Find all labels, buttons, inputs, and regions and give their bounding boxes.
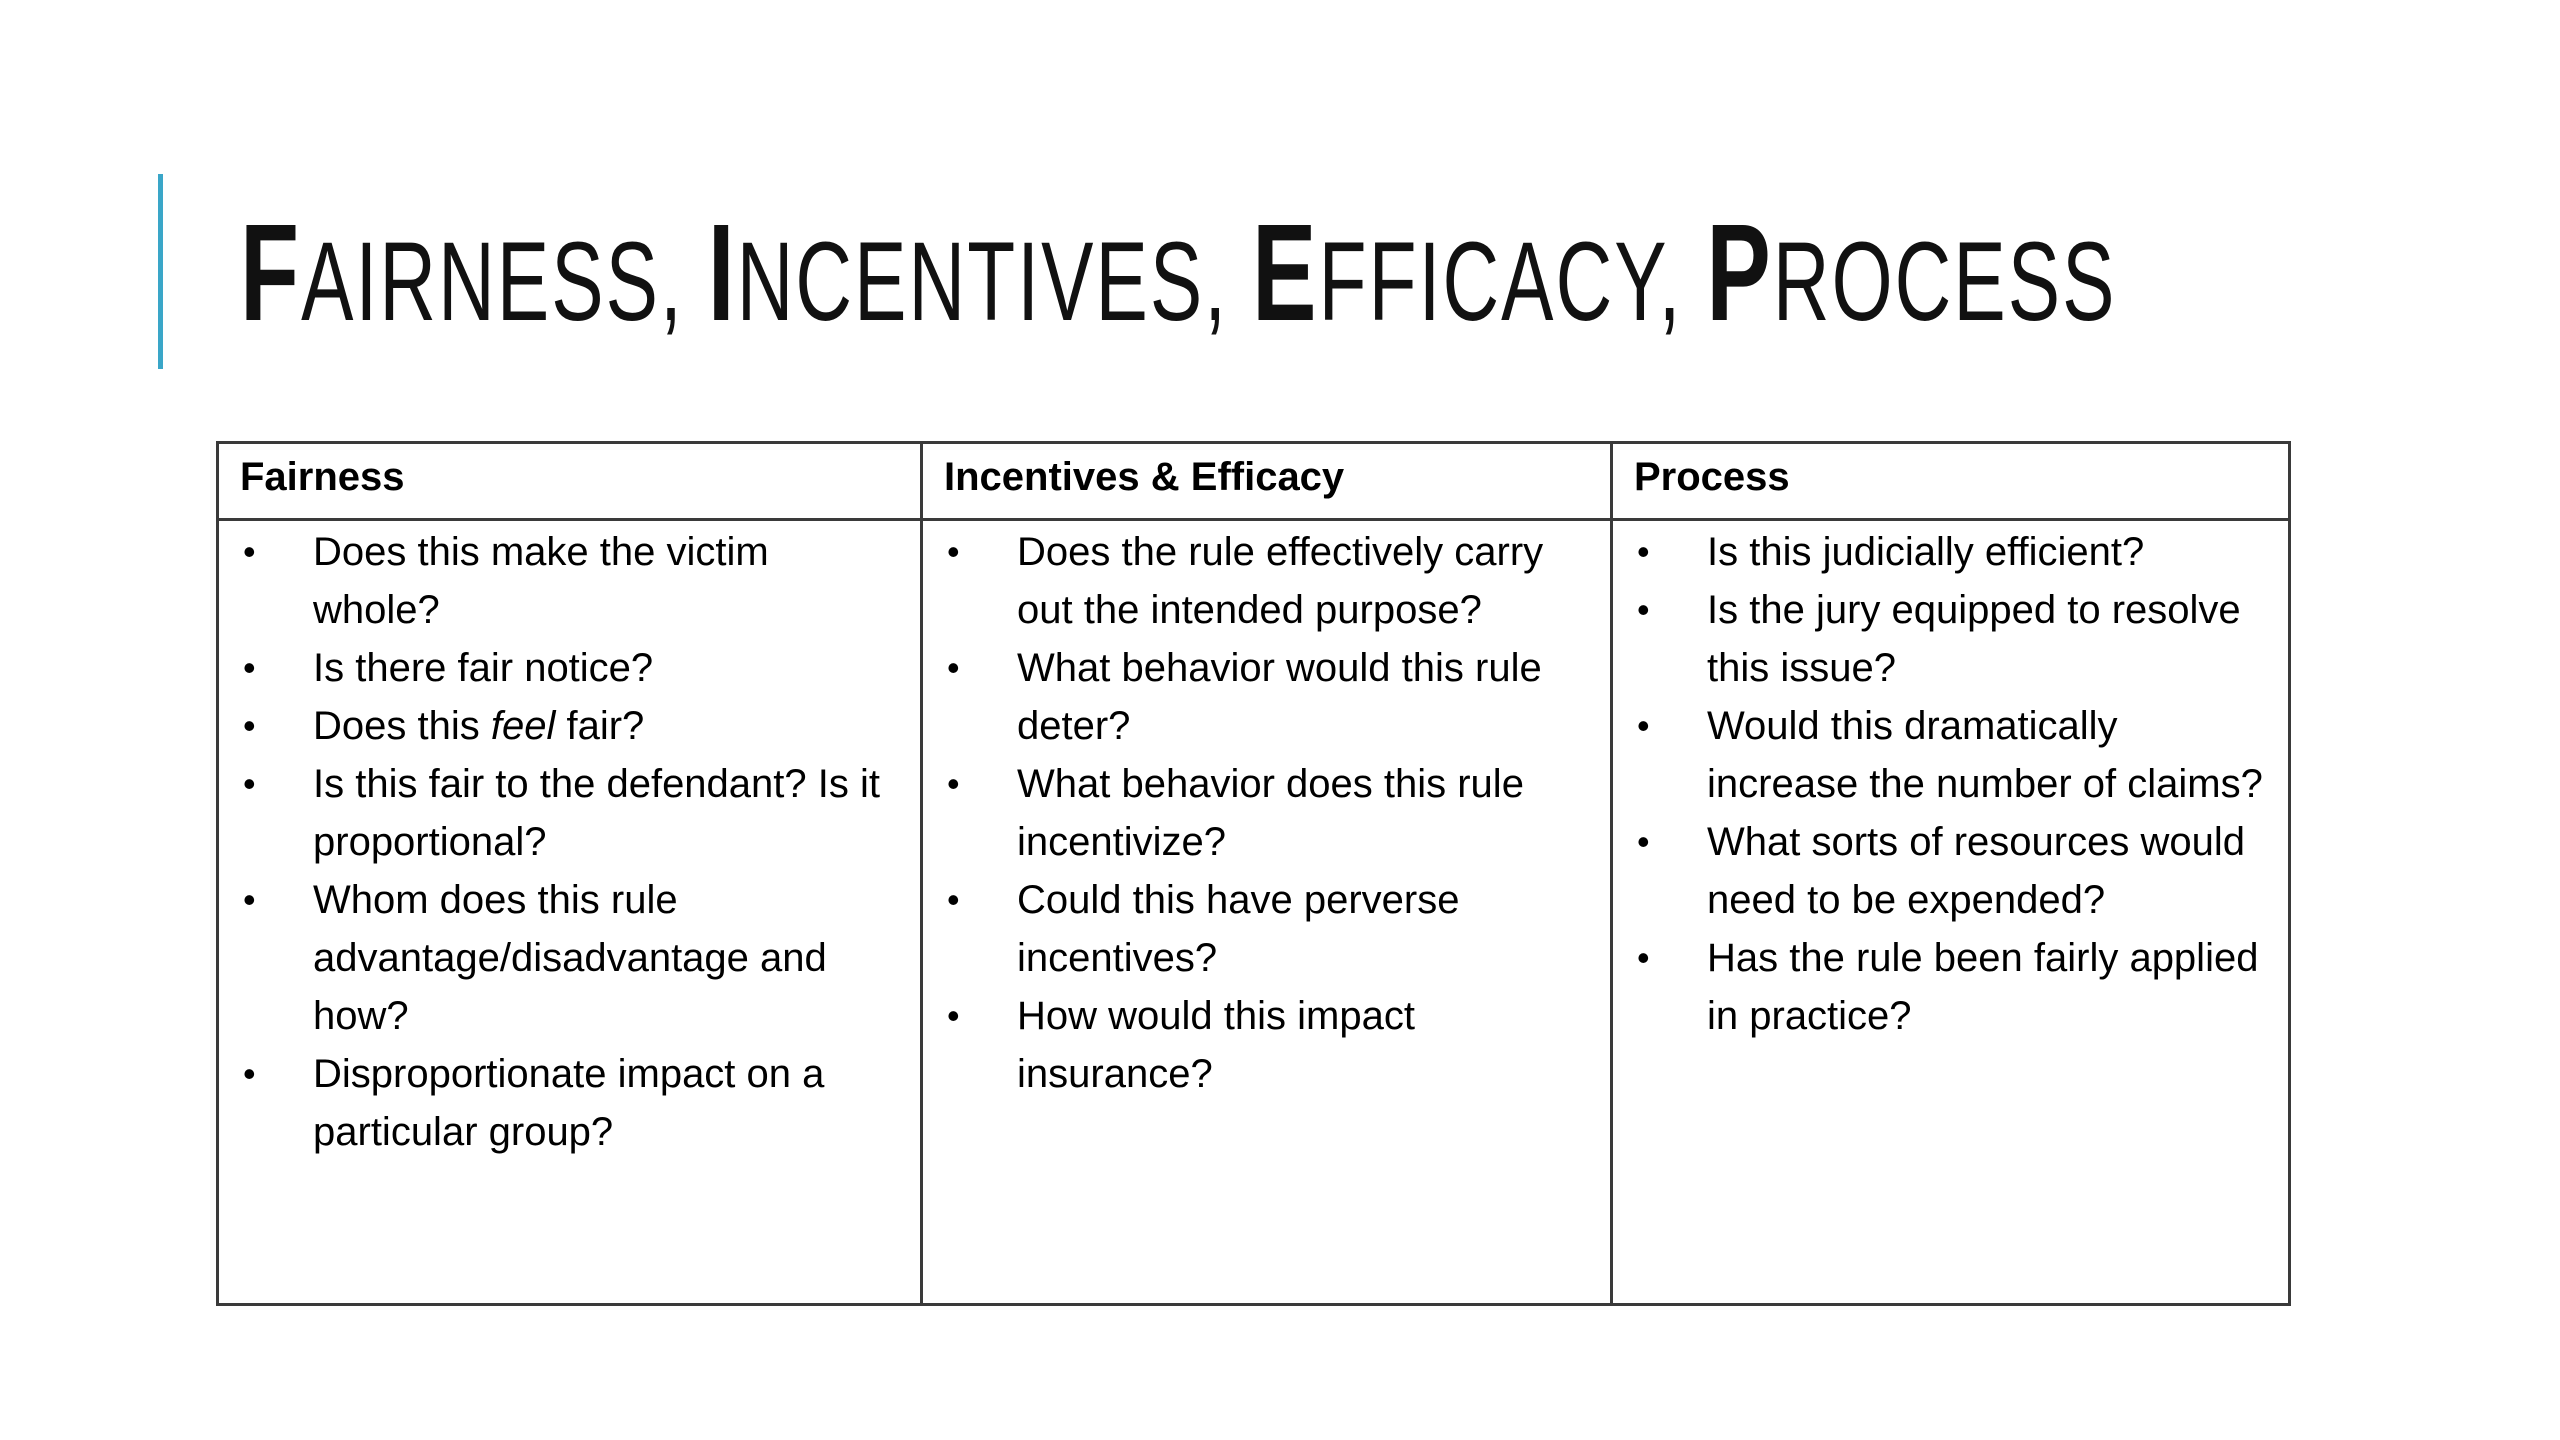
incentives-efficacy-cell: • Does the rule effectively carry out the…	[920, 518, 1613, 1306]
criteria-table-wrapper: Fairness Incentives & Efficacy Process •…	[216, 441, 2291, 1306]
list-item: • What behavior does this rule incentiviz…	[944, 755, 1590, 871]
list-item: • Would this dramatically increase the nu…	[1634, 697, 2268, 813]
bullet-icon: •	[243, 531, 256, 572]
bullet-icon: •	[243, 1053, 256, 1094]
list-item: • Disproportionate impact on a particular…	[240, 1045, 900, 1161]
bullet-icon: •	[1637, 705, 1650, 746]
criteria-table: Fairness Incentives & Efficacy Process •…	[216, 441, 2291, 1306]
bullet-icon: •	[243, 647, 256, 688]
title-part-fairness: FAIRNESS,	[240, 196, 708, 350]
bullet-icon: •	[947, 879, 960, 920]
slide-title: FAIRNESS, INCENTIVES, EFFICACY, PROCESS	[240, 204, 2117, 347]
header-incentives-efficacy: Incentives & Efficacy	[920, 441, 1613, 521]
table-header-row: Fairness Incentives & Efficacy Process	[216, 441, 2291, 521]
list-item: • Is there fair notice?	[240, 639, 900, 697]
table-body-row: • Does this make the victim whole? • Is th…	[216, 518, 2291, 1306]
title-accent-bar	[158, 174, 163, 369]
list-item: • Does the rule effectively carry out the…	[944, 523, 1590, 639]
bullet-icon: •	[243, 879, 256, 920]
title-part-incentives: INCENTIVES,	[707, 196, 1253, 350]
title-part-process: PROCESS	[1706, 196, 2117, 350]
list-item: • Is the jury equipped to resolve this is…	[1634, 581, 2268, 697]
bullet-icon: •	[947, 995, 960, 1036]
bullet-icon: •	[243, 763, 256, 804]
bullet-icon: •	[1637, 589, 1650, 630]
list-item: • Could this have perverse incentives?	[944, 871, 1590, 987]
process-cell: • Is this judicially efficient? • Is the j…	[1610, 518, 2291, 1306]
bullet-icon: •	[243, 705, 256, 746]
title-part-efficacy: EFFICACY,	[1252, 196, 1707, 350]
bullet-icon: •	[947, 647, 960, 688]
list-item: • How would this impact insurance?	[944, 987, 1590, 1103]
bullet-icon: •	[947, 763, 960, 804]
incentives-efficacy-list: • Does the rule effectively carry out the…	[944, 523, 1590, 1103]
process-list: • Is this judicially efficient? • Is the j…	[1634, 523, 2268, 1045]
fairness-cell: • Does this make the victim whole? • Is th…	[216, 518, 923, 1306]
bullet-icon: •	[1637, 531, 1650, 572]
emphasis-text: feel	[490, 704, 556, 748]
list-item: • What behavior would this rule deter?	[944, 639, 1590, 755]
list-item: • Does this make the victim whole?	[240, 523, 900, 639]
list-item: • What sorts of resources would need to b…	[1634, 813, 2268, 929]
bullet-icon: •	[947, 531, 960, 572]
list-item: • Is this judicially efficient?	[1634, 523, 2268, 581]
bullet-icon: •	[1637, 821, 1650, 862]
bullet-icon: •	[1637, 937, 1650, 978]
fairness-list: • Does this make the victim whole? • Is th…	[240, 523, 900, 1161]
list-item: • Whom does this rule advantage/disadvant…	[240, 871, 900, 1045]
header-fairness: Fairness	[216, 441, 923, 521]
list-item: • Has the rule been fairly applied in pra…	[1634, 929, 2268, 1045]
header-process: Process	[1610, 441, 2291, 521]
list-item: • Is this fair to the defendant? Is it pr…	[240, 755, 900, 871]
list-item: • Does this feel fair?	[240, 697, 900, 755]
